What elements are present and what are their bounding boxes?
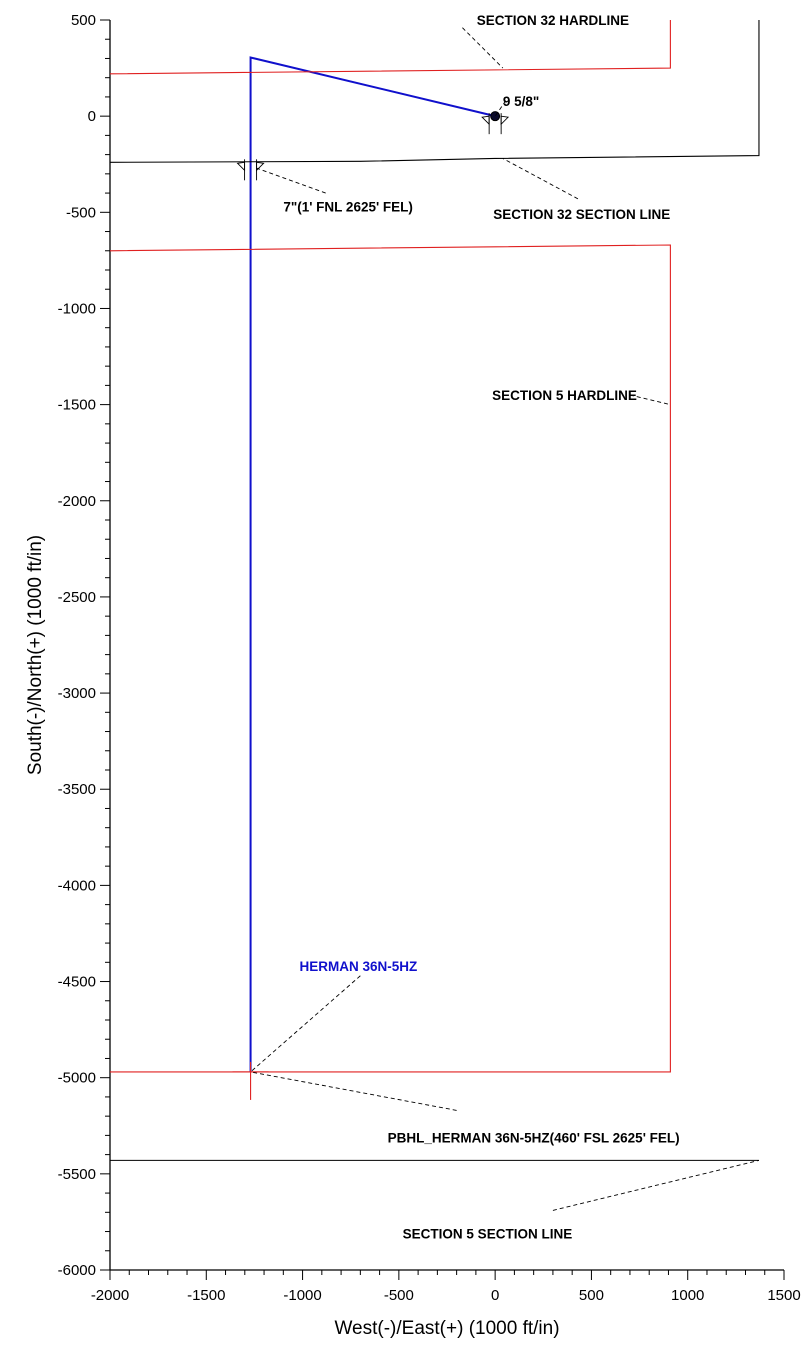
y-tick-label: -1500 xyxy=(58,397,96,414)
casing-shoe-part xyxy=(256,161,265,172)
x-axis-title: West(-)/East(+) (1000 ft/in) xyxy=(334,1318,559,1339)
y-tick-label: 500 xyxy=(71,12,96,29)
annotation-9-5-8: 9 5/8" xyxy=(503,94,539,109)
leader-section-5-section-line xyxy=(552,1159,760,1211)
leader-section-32-hardline xyxy=(462,27,504,69)
surface-location-marker xyxy=(490,111,501,122)
x-tick-label: 500 xyxy=(579,1287,604,1304)
series-section-32-hardline xyxy=(109,20,671,75)
annotation-pbhl-herman-36n-5hz-460-fsl-2625-fel: PBHL_HERMAN 36N-5HZ(460' FSL 2625' FEL) xyxy=(388,1130,680,1145)
x-tick-label: -1500 xyxy=(187,1287,225,1304)
y-tick-label: -5000 xyxy=(58,1070,96,1087)
leader-herman-36n-5hz xyxy=(250,975,361,1073)
y-tick-label: -4000 xyxy=(58,877,96,894)
y-tick-label: -2000 xyxy=(58,493,96,510)
series-herman-36n-5hz xyxy=(249,56,496,1072)
leader-9-5-8 xyxy=(494,100,507,117)
leader-7-1-fnl-2625-fel xyxy=(256,167,326,194)
x-tick-label: -2000 xyxy=(91,1287,129,1304)
leader-pbhl-herman-36n-5hz-460-fsl-2625-fel xyxy=(250,1071,457,1111)
x-tick-label: 1500 xyxy=(767,1287,800,1304)
y-tick-label: -6000 xyxy=(58,1262,96,1279)
leader-section-32-section-line xyxy=(502,158,579,200)
series-section-5-hardline xyxy=(109,244,671,1073)
annotation-section-32-section-line: SECTION 32 SECTION LINE xyxy=(493,207,670,222)
y-tick-label: -2500 xyxy=(58,589,96,606)
x-tick-label: -1000 xyxy=(283,1287,321,1304)
annotation-section-5-hardline: SECTION 5 HARDLINE xyxy=(492,388,637,403)
x-tick-label: 0 xyxy=(491,1287,499,1304)
casing-marker-9-5-8 xyxy=(481,113,510,135)
casing-shoe-part xyxy=(236,161,246,172)
x-tick-label: -500 xyxy=(384,1287,414,1304)
x-tick-label: 1000 xyxy=(671,1287,704,1304)
y-tick-label: -5500 xyxy=(58,1166,96,1183)
y-tick-label: -3500 xyxy=(58,781,96,798)
casing-shoe-part xyxy=(481,115,490,126)
y-tick-label: -500 xyxy=(66,204,96,221)
casing-shoe-part xyxy=(500,115,510,126)
annotation-herman-36n-5hz: HERMAN 36N-5HZ xyxy=(300,959,418,974)
y-tick-label: 0 xyxy=(88,108,96,125)
y-axis-title: South(-)/North(+) (1000 ft/in) xyxy=(25,535,46,775)
y-tick-label: -4500 xyxy=(58,974,96,991)
casing-marker-7 xyxy=(236,159,265,181)
y-tick-label: -1000 xyxy=(58,300,96,317)
series-section-32-section-line xyxy=(109,20,760,163)
annotation-section-5-section-line: SECTION 5 SECTION LINE xyxy=(403,1226,573,1241)
y-tick-label: -3000 xyxy=(58,685,96,702)
annotation-7-1-fnl-2625-fel: 7"(1' FNL 2625' FEL) xyxy=(283,200,413,215)
annotation-section-32-hardline: SECTION 32 HARDLINE xyxy=(477,13,629,28)
